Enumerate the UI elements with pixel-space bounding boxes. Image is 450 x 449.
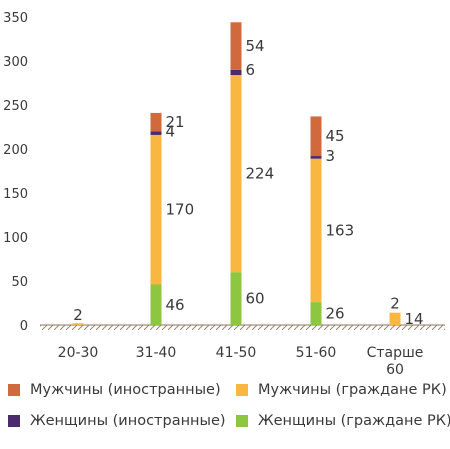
data-label: 224 [246, 165, 275, 183]
y-tick-label: 0 [20, 319, 28, 334]
y-axis: 0 50 100 150 200 250 300 350 [3, 11, 28, 334]
data-label: 46 [166, 296, 185, 314]
y-tick-label: 200 [3, 143, 28, 158]
data-label: 21 [166, 113, 185, 131]
bar-segment [389, 312, 401, 325]
y-tick-label: 50 [11, 275, 28, 290]
y-tick-label: 100 [3, 231, 28, 246]
bar-segment [72, 323, 84, 325]
bar-segment [310, 302, 322, 325]
bar-segment [310, 156, 322, 159]
bars [72, 22, 401, 325]
y-tick-label: 300 [3, 55, 28, 70]
data-label: 2 [390, 295, 400, 313]
x-tick-label: 60 [386, 362, 404, 378]
value-labels: 2 46 170 421 60 224 6 54 26 163 3 45 14 2 [73, 37, 423, 328]
y-tick-label: 250 [3, 99, 28, 114]
x-tick-label: 41-50 [216, 345, 257, 361]
bar-segment [230, 22, 242, 70]
data-label: 26 [326, 305, 345, 323]
data-label: 60 [246, 290, 265, 308]
bar-segment [150, 112, 162, 132]
data-label: 4 [166, 122, 176, 140]
bar-segment [310, 116, 322, 157]
data-label: 14 [405, 310, 424, 328]
data-label: 163 [326, 221, 355, 239]
bar-segment [150, 284, 162, 325]
x-tick-label: Старше [367, 345, 424, 361]
bar-segment [230, 75, 242, 273]
x-tick-label: 20-30 [58, 345, 99, 361]
bar-segment [230, 272, 242, 325]
bar-segment [230, 69, 242, 76]
bar-segment [310, 158, 322, 303]
data-label: 2 [73, 306, 83, 324]
x-tick-label: 31-40 [136, 345, 177, 361]
data-label: 45 [326, 127, 345, 145]
baseline-hatch [40, 325, 445, 330]
y-tick-label: 350 [3, 11, 28, 26]
x-tick-label: 51-60 [296, 345, 337, 361]
bar-segment [150, 134, 162, 285]
x-axis-baseline [40, 324, 445, 330]
y-tick-label: 150 [3, 187, 28, 202]
data-label: 54 [246, 37, 265, 55]
data-label: 170 [166, 201, 195, 219]
data-label: 3 [326, 147, 336, 165]
data-label: 6 [246, 61, 256, 79]
bar-segment [150, 131, 162, 135]
